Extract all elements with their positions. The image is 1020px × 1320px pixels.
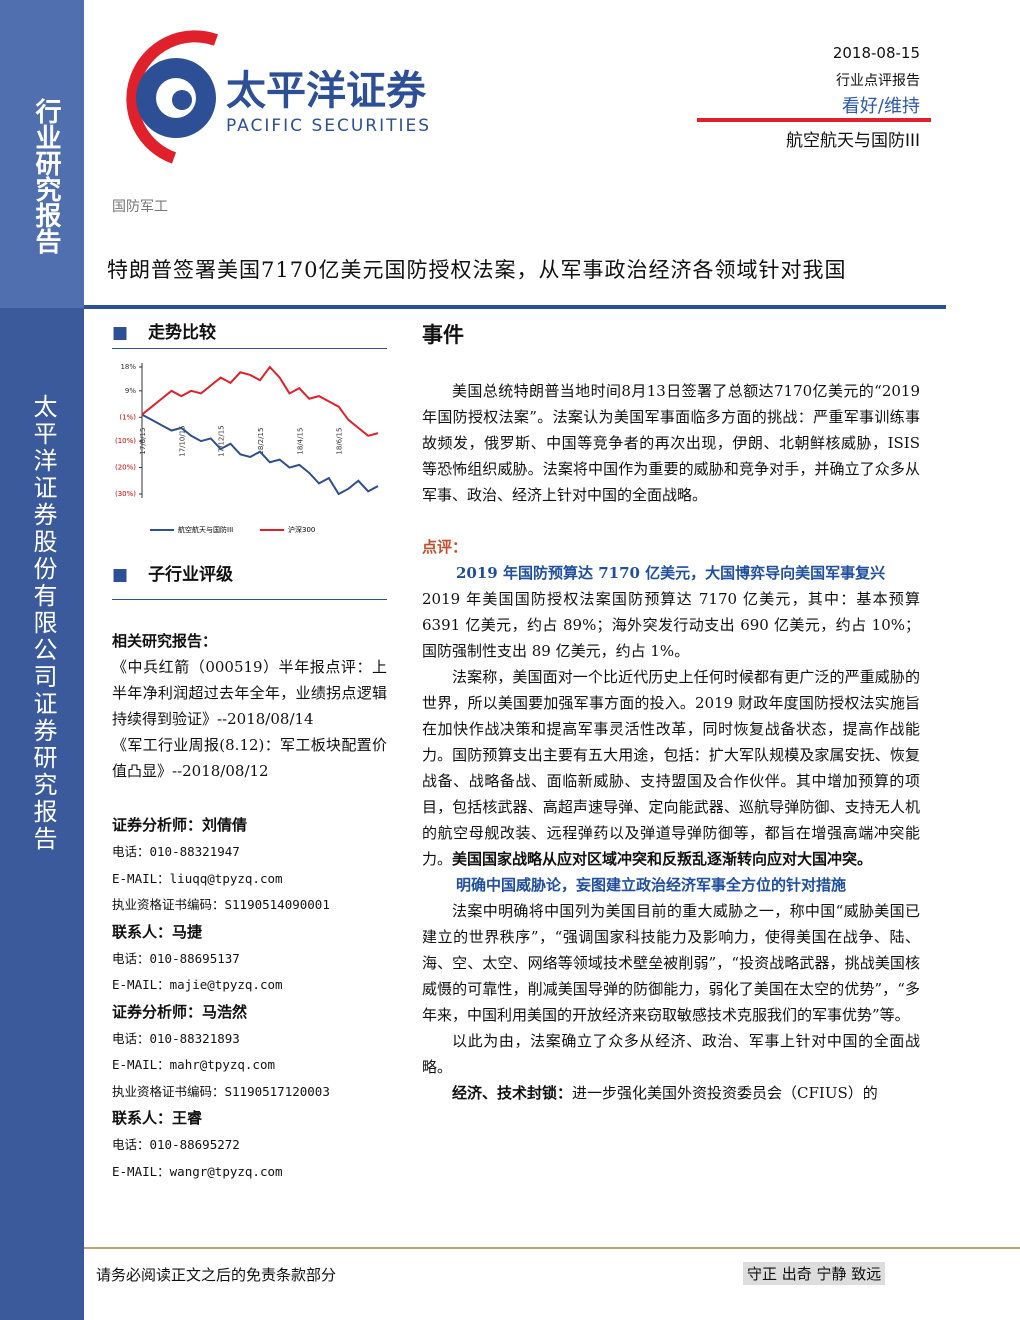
x-tick-label: 17/8/15 (139, 428, 147, 455)
rating-heading-text: 子行业评级 (148, 565, 234, 585)
related-heading: 相关研究报告： (112, 632, 218, 650)
subheading: 2019 年国防预算达 7170 亿美元，大国博弈导向美国军事复兴 (456, 564, 886, 582)
trend-chart: 18% 9% (1%) (10%) (20%) (30%) 17/8/15 17/10/15 1… (115, 363, 379, 534)
bold-text: 经济、技术封锁： (452, 1084, 573, 1102)
contact-license: 执业资格证书编码：S1190514090001 (112, 897, 330, 912)
industry: 航空航天与国防III (785, 131, 920, 151)
report-type: 行业点评报告 (836, 73, 920, 89)
text: 进一步强化美国外资投资委员会（CFIUS）的 (572, 1084, 878, 1102)
x-tick-label: 18/2/15 (257, 428, 265, 455)
contact-label: 证券分析师：马浩然 (112, 1002, 248, 1021)
contact-email: E-MAIL：majie@tpyzq.com (112, 977, 283, 992)
comment-heading: 点评： (422, 538, 468, 556)
contact-email: E-MAIL：liuqq@tpyzq.com (112, 870, 283, 886)
logo-dot (172, 90, 192, 110)
left-column: ■ 走势比较 (112, 318, 387, 349)
contact-phone: 电话：010-88695272 (112, 1137, 240, 1152)
sidebar-top: 行业研究报告 (0, 0, 84, 308)
rating-heading: ■ 子行业评级 (112, 565, 234, 585)
rating: 看好/维持 (841, 96, 920, 117)
y-tick-label: (10%) (115, 437, 136, 445)
sidebar-bottom: 太平洋证券股份有限公司证券研究报告 (0, 308, 84, 1320)
contact-label: 联系人：马捷 (112, 922, 203, 941)
sidebar-company: 太平洋证券股份有限公司证券研究报告 (29, 394, 57, 853)
red-rule (697, 118, 931, 122)
y-tick-label: (30%) (115, 490, 136, 498)
series-line (141, 365, 379, 437)
paragraph: 2019 年美国国防授权法案国防预算达 7170 亿美元，其中：基本预算 639… (422, 590, 920, 660)
y-tick-label: (1%) (119, 413, 136, 421)
trend-heading-text: 走势比较 (148, 323, 217, 343)
paragraph: 法案中明确将中国列为美国目前的重大威胁之一，称中国“威胁美国已建立的世界秩序”，… (422, 902, 920, 1024)
event-heading: 事件 (422, 322, 464, 347)
paragraph: 经济、技术封锁：进一步强化美国外资投资委员会（CFIUS）的 (422, 1080, 920, 1106)
related-item: 《军工行业周报(8.12)：军工板块配置价值凸显》--2018/08/12 (112, 736, 387, 780)
sidebar-label: 行业研究报告 (31, 98, 61, 254)
footer-rule (84, 1247, 1020, 1249)
related: 相关研究报告： 《中兵红箭（000519）半年报点评：上半年净利润超过去年全年，… (112, 628, 387, 784)
subheading: 明确中国威胁论，妄图建立政治经济军事全方位的针对措施 (456, 876, 847, 894)
contact-email: E-MAIL：wangr@tpyzq.com (112, 1163, 283, 1179)
contact-label: 证券分析师：刘倩倩 (112, 816, 248, 834)
trend-heading: ■ 走势比较 (112, 323, 217, 343)
title-rule (84, 305, 946, 309)
date: 2018-08-15 (832, 44, 920, 62)
contacts: 证券分析师：刘倩倩 电话：010-88321947 E-MAIL：liuqq@tpy… (112, 812, 387, 1185)
series-line (141, 413, 379, 496)
logo-arc (126, 30, 219, 164)
x-tick-label: 18/6/15 (336, 428, 344, 455)
y-tick-label: 18% (120, 363, 136, 371)
body: 事件 美国总统特朗普当地时间8月13日签署了总额达7170亿美元的“2019 年… (422, 322, 920, 1232)
disclaimer: 请务必阅读正文之后的免责条款部分 (96, 1266, 337, 1284)
x-tick-label: 18/4/15 (296, 428, 304, 455)
motto: 守正 出奇 宁静 致远 (743, 1262, 886, 1285)
contact-phone: 电话：010-88695137 (112, 950, 240, 966)
logo-cn: 太平洋证券 (226, 68, 427, 114)
legend-label: 沪深300 (288, 525, 315, 534)
left-column-2: ■ 子行业评级 相关研究报告： 《中兵红箭（000519）半年报点评：上半年净利润… (112, 560, 387, 1185)
title: 特朗普签署美国7170亿美元国防授权法案，从军事政治经济各领域针对我国 (107, 258, 847, 282)
rule (112, 599, 387, 600)
rule (112, 348, 387, 349)
paragraph: 法案称，美国面对一个比近代历史上任何时候都有更广泛的严重威胁的世界，所以美国要加… (422, 664, 920, 872)
text: 法案称，美国面对一个比近代历史上任何时候都有更广泛的严重威胁的世界，所以美国要加… (422, 668, 920, 868)
legend-label: 航空航天与国防III (178, 525, 233, 534)
related-item: 《中兵红箭（000519）半年报点评：上半年净利润超过去年全年，业绩拐点逻辑持续… (112, 658, 387, 728)
contact-label: 联系人：王睿 (112, 1109, 203, 1127)
x-tick-label: 17/12/15 (218, 425, 226, 456)
paragraph: 美国总统特朗普当地时间8月13日签署了总额达7170亿美元的“2019 年国防授… (422, 382, 920, 504)
x-tick-label: 17/10/15 (178, 425, 186, 456)
contact-license: 执业资格证书编码：S1190517120003 (112, 1083, 330, 1099)
logo: 太平洋证券 PACIFIC SECURITIES (126, 30, 431, 164)
bold-text: 美国国家战略从应对区域冲突和反叛乱逐渐转向应对大国冲突。 (452, 850, 873, 868)
paragraph: 以此为由，法案确立了众多从经济、政治、军事上针对中国的全面战略。 (422, 1032, 920, 1076)
logo-en: PACIFIC SECURITIES (226, 116, 431, 136)
contact-email: E-MAIL：mahr@tpyzq.com (112, 1057, 276, 1072)
y-tick-label: (20%) (115, 464, 136, 472)
sector: 国防军工 (112, 199, 168, 215)
contact-phone: 电话：010-88321893 (112, 1030, 240, 1046)
y-tick-label: 9% (125, 387, 136, 395)
contact-phone: 电话：010-88321947 (112, 844, 240, 859)
